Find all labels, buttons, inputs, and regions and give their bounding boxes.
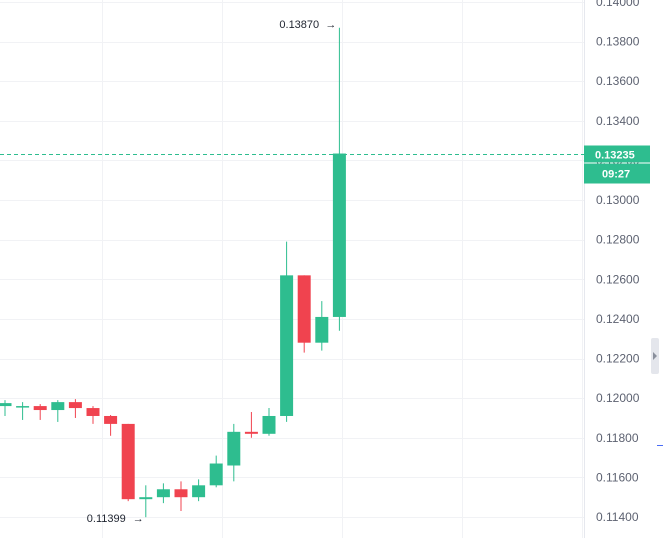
candle-body bbox=[16, 406, 30, 408]
candle-down bbox=[297, 275, 311, 353]
current-price-tag bbox=[584, 145, 650, 163]
candle-body bbox=[104, 415, 118, 424]
candle-down bbox=[104, 414, 118, 436]
candle-body bbox=[33, 406, 47, 411]
low-price-label: 0.11399 bbox=[87, 513, 126, 525]
candle-body bbox=[139, 497, 153, 500]
candle-up bbox=[16, 402, 30, 420]
countdown-label: 09:27 bbox=[602, 169, 630, 181]
candle-body bbox=[0, 403, 12, 407]
y-tick-label: 0.13600 bbox=[596, 74, 640, 88]
y-tick-label: 0.11800 bbox=[596, 431, 639, 445]
candle-down bbox=[174, 481, 188, 512]
candles bbox=[0, 27, 346, 518]
y-tick-label: 0.14000 bbox=[596, 0, 640, 9]
y-tick-label: 0.13000 bbox=[596, 193, 640, 207]
current-price-label: 0.13235 bbox=[595, 150, 635, 162]
candle-body bbox=[315, 316, 329, 343]
candle-body bbox=[262, 415, 276, 434]
high-price-label: 0.13870 bbox=[279, 19, 319, 31]
y-tick-label: 0.13400 bbox=[596, 114, 640, 128]
y-tick-label: 0.12200 bbox=[596, 352, 640, 366]
candle-body bbox=[209, 463, 223, 486]
candle-up bbox=[51, 400, 65, 422]
candle-up bbox=[0, 400, 12, 416]
candle-body bbox=[297, 275, 311, 343]
candle-body bbox=[68, 402, 82, 409]
candle-down bbox=[33, 404, 47, 420]
side-panel-toggle[interactable] bbox=[651, 338, 659, 374]
candle-up bbox=[332, 27, 346, 331]
candle-down bbox=[244, 412, 258, 438]
y-tick-label: 0.11400 bbox=[596, 510, 639, 524]
candle-down bbox=[121, 423, 135, 502]
grid-lines bbox=[0, 0, 584, 538]
candle-body bbox=[121, 423, 135, 500]
candle-body bbox=[332, 153, 346, 317]
candle-body bbox=[244, 431, 258, 434]
candle-up bbox=[280, 241, 294, 422]
y-tick-label: 0.13800 bbox=[596, 35, 640, 49]
candle-body bbox=[280, 275, 294, 416]
candle-body bbox=[192, 485, 206, 498]
price-axis[interactable]: 0.11400 0.11600 0.11800 0.12000 0.12200 0.124… bbox=[584, 0, 640, 538]
candle-body bbox=[86, 408, 100, 416]
axis-marker bbox=[657, 445, 663, 446]
candle-body bbox=[51, 402, 65, 411]
y-tick-label: 0.11600 bbox=[596, 470, 639, 484]
candle-body bbox=[227, 431, 241, 466]
y-tick-label: 0.12400 bbox=[596, 312, 640, 326]
candle-body bbox=[174, 489, 188, 498]
countdown-tag bbox=[584, 163, 650, 184]
candle-up bbox=[192, 479, 206, 502]
candle-down bbox=[86, 406, 100, 424]
candle-down bbox=[68, 399, 82, 418]
candle-up bbox=[209, 455, 223, 488]
candle-up bbox=[227, 423, 241, 482]
low-arrow-icon: → bbox=[133, 513, 144, 525]
candle-up bbox=[156, 483, 170, 504]
y-tick-label: 0.12800 bbox=[596, 233, 640, 247]
candle-up bbox=[315, 301, 329, 351]
candle-up bbox=[139, 485, 153, 518]
high-arrow-icon: → bbox=[325, 19, 336, 31]
candle-body bbox=[156, 489, 170, 498]
y-tick-label: 0.12000 bbox=[596, 391, 640, 405]
y-tick-label: 0.12600 bbox=[596, 272, 640, 286]
candle-up bbox=[262, 408, 276, 436]
